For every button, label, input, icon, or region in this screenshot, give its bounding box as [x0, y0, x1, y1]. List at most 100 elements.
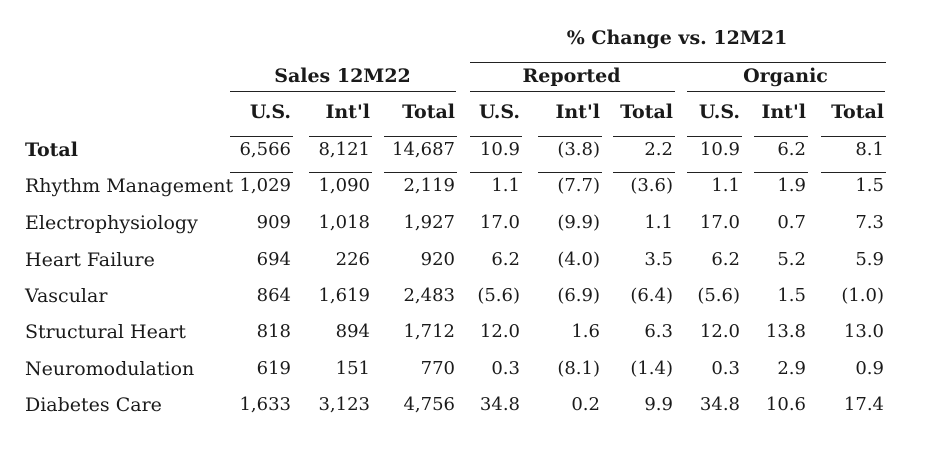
total-row-underline — [687, 172, 742, 173]
table-cell: (4.0) — [557, 249, 600, 270]
table-cell: 7.3 — [855, 212, 884, 233]
pct-change-header: % Change vs. 12M21 — [566, 27, 788, 49]
reported-group-header: Reported — [522, 65, 621, 87]
table-cell: (9.9) — [557, 212, 600, 233]
organic-group-header: Organic — [743, 65, 828, 87]
table-cell: (6.4) — [630, 285, 673, 306]
table-cell: 2.9 — [777, 358, 806, 379]
row-label: Vascular — [25, 285, 108, 307]
table-cell: 920 — [420, 249, 455, 270]
total-row-underline — [754, 172, 808, 173]
total-row-underline — [230, 172, 293, 173]
table-cell: 9.9 — [644, 394, 673, 415]
total-row-underline — [613, 172, 675, 173]
total-row-underline — [309, 172, 372, 173]
table-cell: (8.1) — [557, 358, 600, 379]
table-cell: (3.6) — [630, 175, 673, 196]
table-cell: 0.3 — [711, 358, 740, 379]
table-cell: 770 — [420, 358, 455, 379]
table-cell: (6.9) — [557, 285, 600, 306]
column-header: U.S. — [698, 101, 740, 123]
table-cell: 0.2 — [571, 394, 600, 415]
table-cell: 1,633 — [239, 394, 291, 415]
column-header-underline — [754, 136, 808, 137]
pct-change-underline — [470, 62, 886, 63]
table-cell: 10.9 — [479, 139, 520, 160]
total-row-underline — [821, 172, 886, 173]
table-cell: 619 — [256, 358, 291, 379]
total-row-underline — [470, 172, 522, 173]
column-header: U.S. — [478, 101, 520, 123]
sales-group-header: Sales 12M22 — [274, 65, 411, 87]
table-cell: 2,483 — [403, 285, 455, 306]
table-cell: 10.9 — [699, 139, 740, 160]
table-cell: 0.9 — [855, 358, 884, 379]
table-cell: 1.1 — [491, 175, 520, 196]
table-cell: 694 — [256, 249, 291, 270]
column-header-underline — [309, 136, 372, 137]
column-header-underline — [384, 136, 457, 137]
table-cell: 3,123 — [318, 394, 370, 415]
column-header: U.S. — [249, 101, 291, 123]
table-cell: 6.2 — [777, 139, 806, 160]
table-cell: (1.0) — [841, 285, 884, 306]
table-cell: 1.6 — [571, 321, 600, 342]
column-header: Int'l — [761, 101, 806, 123]
table-cell: 8,121 — [318, 139, 370, 160]
table-cell: 151 — [335, 358, 370, 379]
table-cell: 13.8 — [765, 321, 806, 342]
table-cell: 12.0 — [699, 321, 740, 342]
table-cell: 17.4 — [843, 394, 884, 415]
table-cell: 1.5 — [855, 175, 884, 196]
row-label: Neuromodulation — [25, 358, 195, 380]
table-cell: 0.3 — [491, 358, 520, 379]
column-header: Int'l — [325, 101, 370, 123]
table-cell: 818 — [256, 321, 291, 342]
table-cell: 894 — [335, 321, 370, 342]
table-cell: 34.8 — [699, 394, 740, 415]
table-cell: 5.9 — [855, 249, 884, 270]
column-header: Total — [831, 101, 884, 123]
table-cell: (3.8) — [557, 139, 600, 160]
column-header: Int'l — [555, 101, 600, 123]
table-cell: (5.6) — [477, 285, 520, 306]
table-cell: 1,619 — [318, 285, 370, 306]
table-cell: 8.1 — [855, 139, 884, 160]
table-cell: 1,712 — [403, 321, 455, 342]
table-cell: 12.0 — [479, 321, 520, 342]
reported-group-underline — [470, 91, 675, 92]
row-label: Diabetes Care — [25, 394, 162, 416]
table-cell: 1,018 — [318, 212, 370, 233]
table-cell: 909 — [256, 212, 291, 233]
column-header-underline — [470, 136, 522, 137]
total-row-underline — [538, 172, 602, 173]
column-header-underline — [821, 136, 886, 137]
table-cell: 4,756 — [403, 394, 455, 415]
table-cell: 1.5 — [777, 285, 806, 306]
table-cell: 1,927 — [403, 212, 455, 233]
table-cell: 2.2 — [644, 139, 673, 160]
column-header-underline — [230, 136, 293, 137]
row-label: Structural Heart — [25, 321, 186, 343]
table-cell: 6.2 — [491, 249, 520, 270]
table-cell: 1.1 — [711, 175, 740, 196]
table-cell: 17.0 — [479, 212, 520, 233]
table-cell: 10.6 — [765, 394, 806, 415]
table-cell: 6.2 — [711, 249, 740, 270]
table-cell: 17.0 — [699, 212, 740, 233]
column-header: Total — [402, 101, 455, 123]
table-cell: 13.0 — [843, 321, 884, 342]
row-label: Heart Failure — [25, 249, 155, 271]
column-header-underline — [613, 136, 675, 137]
table-cell: 3.5 — [644, 249, 673, 270]
row-label: Total — [25, 139, 78, 161]
table-cell: (1.4) — [630, 358, 673, 379]
table-cell: 34.8 — [479, 394, 520, 415]
table-cell: 14,687 — [392, 139, 455, 160]
table-cell: 0.7 — [777, 212, 806, 233]
organic-group-underline — [687, 91, 885, 92]
table-cell: 226 — [335, 249, 370, 270]
table-cell: 1.1 — [644, 212, 673, 233]
sales-group-underline — [230, 91, 456, 92]
column-header-underline — [687, 136, 742, 137]
